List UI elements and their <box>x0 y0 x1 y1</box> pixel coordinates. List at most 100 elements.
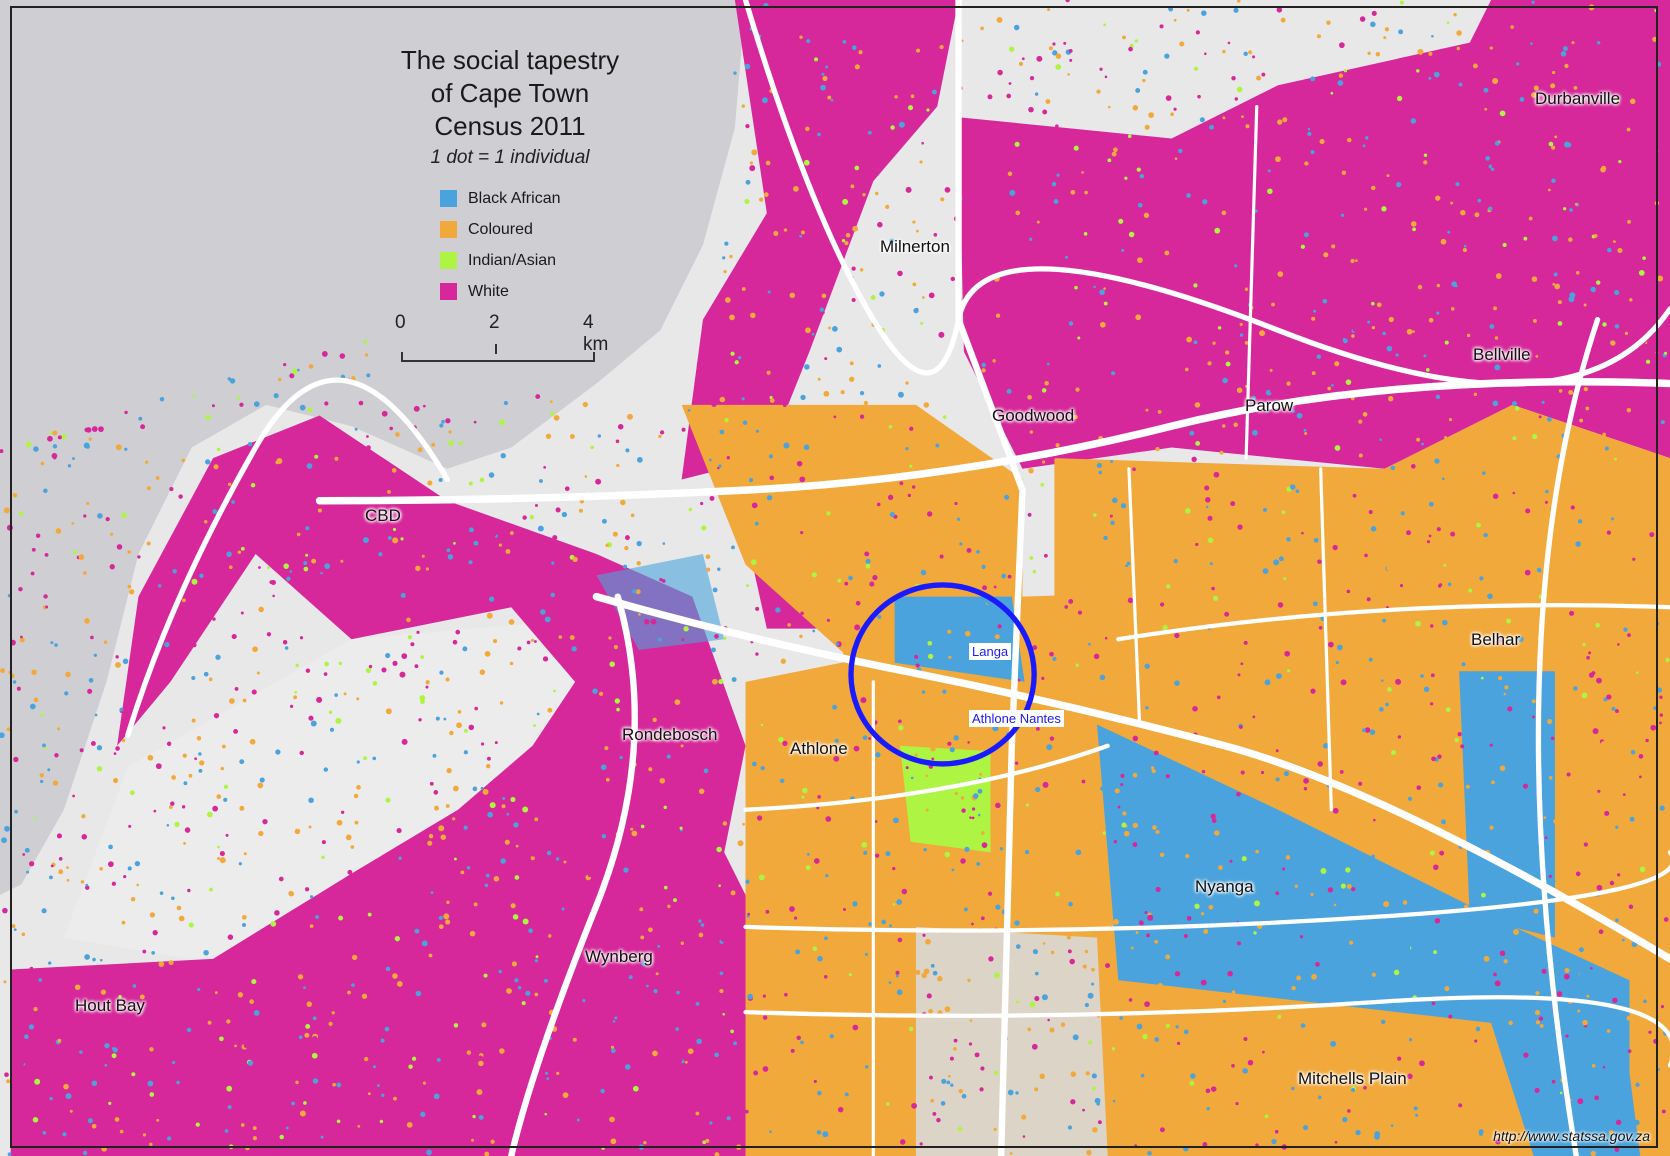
population-dot <box>192 395 196 398</box>
population-dot <box>801 795 805 799</box>
population-dot <box>835 642 840 646</box>
population-dot <box>66 866 69 869</box>
population-dot <box>852 901 858 907</box>
population-dot <box>568 807 573 812</box>
population-dot <box>1111 371 1116 376</box>
population-dot <box>1485 155 1491 161</box>
population-dot <box>1614 1147 1620 1152</box>
population-dot <box>1264 481 1269 486</box>
population-dot <box>1489 46 1493 50</box>
population-dot <box>132 984 137 988</box>
population-dot <box>1221 894 1227 899</box>
population-dot <box>749 165 756 172</box>
population-dot <box>1022 1135 1026 1138</box>
population-dot <box>170 801 175 806</box>
population-dot <box>1067 949 1072 954</box>
population-dot <box>1319 138 1325 145</box>
population-dot <box>1264 679 1271 686</box>
population-dot <box>67 464 72 468</box>
population-dot <box>1127 597 1134 604</box>
population-dot <box>323 672 328 676</box>
population-dot <box>1364 727 1371 733</box>
population-dot <box>1328 442 1332 446</box>
population-dot <box>793 916 798 920</box>
population-dot <box>1479 576 1484 581</box>
population-dot <box>1309 474 1313 478</box>
population-dot <box>522 806 529 813</box>
population-dot <box>52 780 59 786</box>
population-dot <box>220 766 224 771</box>
population-dot <box>343 1030 350 1037</box>
population-dot <box>240 546 245 551</box>
population-dot <box>1406 530 1411 536</box>
population-dot <box>675 1027 679 1031</box>
population-dot <box>1181 1151 1188 1156</box>
population-dot <box>576 1118 580 1122</box>
population-dot <box>1420 674 1424 678</box>
population-dot <box>544 1112 548 1116</box>
population-dot <box>1415 858 1420 863</box>
population-dot <box>912 220 916 224</box>
population-dot <box>731 291 735 295</box>
population-dot <box>1149 251 1155 257</box>
population-dot <box>765 160 771 166</box>
population-dot <box>219 1046 223 1050</box>
population-dot <box>572 556 578 563</box>
population-dot <box>877 364 882 368</box>
population-dot <box>1410 118 1417 124</box>
population-dot <box>291 1101 295 1106</box>
population-dot <box>744 198 750 205</box>
population-dot <box>276 458 283 464</box>
population-dot <box>1261 72 1266 77</box>
population-dot <box>1121 561 1126 567</box>
population-dot <box>1433 950 1437 954</box>
population-dot <box>1107 105 1111 109</box>
population-dot <box>942 415 947 419</box>
population-dot <box>648 767 653 772</box>
population-dot <box>723 771 727 775</box>
population-dot <box>1110 520 1115 526</box>
population-dot <box>782 403 787 408</box>
population-dot <box>51 453 58 459</box>
population-dot <box>930 1098 935 1103</box>
population-dot <box>1489 825 1494 830</box>
population-dot <box>1236 941 1241 946</box>
population-dot <box>611 616 615 620</box>
population-dot <box>673 898 677 902</box>
population-dot <box>191 578 198 585</box>
population-dot <box>309 924 314 928</box>
population-dot <box>1083 232 1088 236</box>
population-dot <box>396 981 403 987</box>
population-dot <box>1055 891 1060 897</box>
population-dot <box>936 1117 941 1123</box>
population-dot <box>812 946 818 951</box>
population-dot <box>719 989 724 994</box>
population-dot <box>1494 140 1500 146</box>
population-dot <box>1661 1109 1666 1114</box>
population-dot <box>312 1078 319 1084</box>
population-dot <box>1029 555 1034 560</box>
population-dot <box>39 773 44 778</box>
population-dot <box>1296 975 1302 981</box>
population-dot <box>825 816 832 822</box>
population-dot <box>203 671 209 677</box>
population-dot <box>897 270 903 277</box>
population-dot <box>14 809 18 814</box>
population-dot <box>1237 1074 1242 1079</box>
road-klipfontein <box>743 743 1110 812</box>
population-dot <box>159 891 164 895</box>
population-dot <box>1144 599 1149 604</box>
population-dot <box>1354 259 1358 262</box>
population-dot <box>474 1116 479 1122</box>
population-dot <box>504 823 509 828</box>
population-dot <box>1449 972 1453 976</box>
population-dot <box>726 1116 731 1121</box>
population-dot <box>843 650 849 656</box>
population-dot <box>1084 1002 1090 1008</box>
population-dot <box>1327 505 1332 510</box>
population-dot <box>817 1090 822 1096</box>
population-dot <box>1598 765 1602 769</box>
legend: The social tapestry of Cape Town Census … <box>370 44 650 307</box>
population-dot <box>1235 1101 1239 1106</box>
population-dot <box>1483 955 1490 962</box>
